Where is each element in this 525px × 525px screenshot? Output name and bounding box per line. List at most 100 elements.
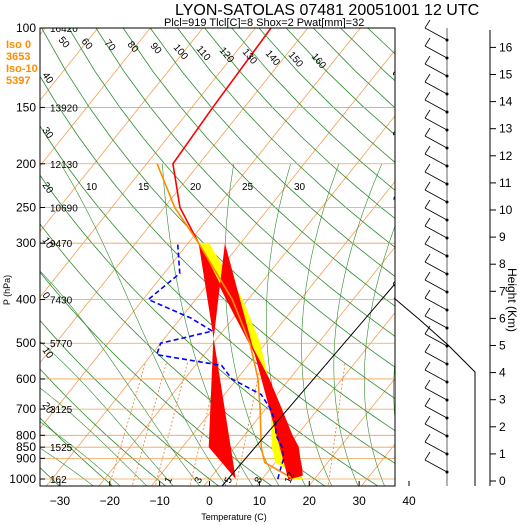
geopotential-label: 16420	[50, 24, 78, 35]
dry-adiabat-lines	[40, 28, 395, 486]
temperature-tick-label: 30	[352, 494, 366, 508]
wind-barb-flag	[424, 253, 431, 263]
wind-barb-staff	[424, 351, 448, 365]
pressure-tick-label: 200	[16, 157, 36, 171]
wind-barb-dot	[445, 110, 449, 114]
wind-barb-staff	[424, 441, 448, 455]
wind-barb	[424, 325, 449, 348]
pressure-tick-label: 800	[16, 428, 36, 442]
wind-barb-flag	[424, 415, 431, 425]
wind-barb	[424, 289, 449, 312]
pressure-tick-label: 250	[16, 200, 36, 214]
wind-barb-flag	[424, 37, 431, 47]
temperature-tick-label: −20	[100, 494, 121, 508]
wind-barb-staff	[424, 27, 448, 41]
plot-frame	[39, 27, 396, 487]
series-parcel-line	[156, 163, 294, 480]
wind-barb	[424, 235, 449, 258]
wind-barb-dot	[445, 290, 449, 294]
wind-barb-staff	[424, 315, 448, 329]
iso-info-text: 3653	[6, 51, 30, 63]
wind-barb-flag	[424, 235, 431, 245]
moist-adiabat-line	[40, 270, 201, 486]
cin-red-area	[198, 243, 302, 479]
mixing-ratio-line	[108, 361, 147, 486]
top-temperature-label: 140	[263, 48, 282, 68]
wind-barb	[424, 19, 449, 42]
wind-barb	[424, 145, 449, 168]
pressure-tick-label: 1000	[9, 472, 36, 486]
wind-barb-dot	[445, 344, 449, 348]
wind-barb-dot	[445, 380, 449, 384]
wind-barbs	[424, 19, 449, 486]
wind-barb	[424, 433, 449, 456]
isotherm-line	[203, 246, 395, 486]
dry-adiabat-line	[95, 28, 395, 337]
wind-barb-dot	[445, 398, 449, 402]
wind-barb	[424, 343, 449, 366]
wind-barb-dot	[445, 470, 449, 474]
moist-adiabat-line	[393, 357, 395, 422]
geopotential-label: 7430	[50, 296, 73, 307]
height-tick-label: 0	[499, 474, 506, 488]
bottom-isotherm-label: 3	[193, 475, 206, 485]
hodograph-outline	[393, 297, 476, 486]
cape-area	[198, 243, 304, 479]
wind-barb-dot	[445, 164, 449, 168]
wind-barb-staff	[424, 387, 448, 401]
wind-barb-flag	[424, 91, 431, 101]
geopotential-label: 10690	[50, 203, 78, 214]
moist-adiabat-line	[363, 225, 395, 486]
top-temperature-label: 60	[79, 36, 95, 52]
adiabat-label: 10	[402, 292, 422, 311]
dry-adiabat-line	[313, 28, 395, 109]
side-label: 0	[40, 290, 52, 301]
wind-barb-dot	[445, 92, 449, 96]
height-axis-label: Height (Km)	[505, 268, 519, 332]
wind-barb-staff	[424, 99, 448, 113]
dry-adiabat-line	[340, 28, 395, 82]
temperature-tick-label: −10	[149, 494, 170, 508]
chart-title: LYON-SATOLAS 07481 20051001 12 UTC	[175, 2, 479, 19]
wind-barb-staff	[424, 423, 448, 437]
pressure-tick-label: 850	[16, 440, 36, 454]
wind-barb	[424, 109, 449, 132]
dry-adiabat-line	[40, 75, 395, 432]
isotherm-line	[40, 28, 46, 36]
wind-barb-staff	[424, 153, 448, 167]
wind-barb-staff	[424, 81, 448, 95]
wind-barb-dot	[445, 272, 449, 276]
pressure-tick-label: 150	[16, 100, 36, 114]
series-dewpoint-line	[146, 243, 285, 480]
isotherm-line	[464, 28, 525, 489]
adiabat-label: 20	[427, 322, 447, 341]
pressure-tick-label: 300	[16, 236, 36, 250]
wind-barb	[424, 253, 449, 276]
isotherm-line	[40, 28, 309, 364]
hodograph-lines	[221, 284, 476, 487]
height-tick-label: 5	[499, 339, 506, 353]
height-tick-label: 3	[499, 393, 506, 407]
iso-info-text: Iso 0	[6, 39, 31, 51]
wind-barb-dot	[445, 308, 449, 312]
temperature-axis: −30 −20 −10 0 10 20 30 40	[50, 481, 416, 508]
temperature-tick-label: 20	[303, 494, 317, 508]
top-temperature-label: 50	[56, 35, 72, 51]
dry-adiabat-line	[204, 28, 395, 220]
wind-barb	[424, 361, 449, 384]
height-tick-label: 14	[499, 95, 513, 109]
iso-info-text: Iso-10	[6, 63, 38, 75]
wind-barb-flag	[424, 19, 431, 29]
isotherm-lines	[40, 28, 525, 489]
wind-barb-staff	[424, 333, 448, 347]
moist-adiabat-line	[333, 163, 383, 486]
dry-adiabat-line	[40, 319, 220, 486]
wind-barb	[424, 415, 449, 438]
adiabat-label: 30	[452, 352, 472, 371]
top-temperature-label: 120	[217, 45, 236, 65]
wind-barb	[424, 199, 449, 222]
temperature-tick-label: −30	[50, 494, 71, 508]
dry-adiabat-line	[258, 28, 395, 163]
